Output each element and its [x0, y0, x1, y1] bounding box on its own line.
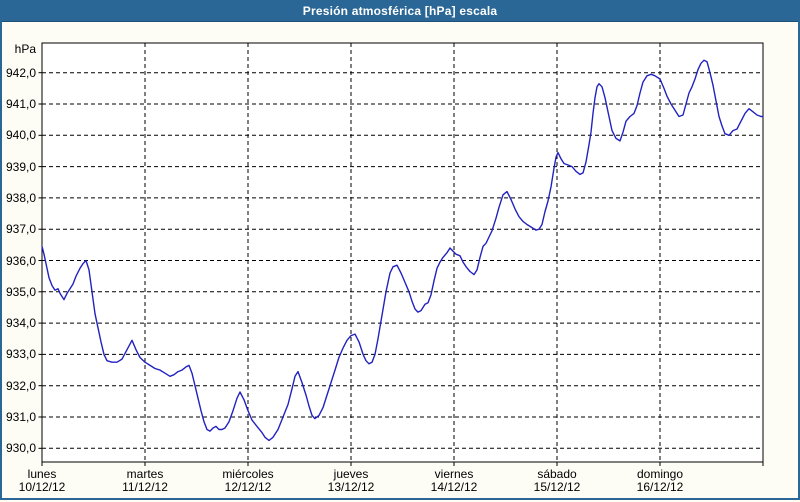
y-tick-label: 938,0	[5, 190, 36, 205]
x-axis-day-labels: lunes 10/12/12 martes 11/12/12 miércoles 12/1…	[2, 464, 800, 498]
day-name: sábado	[537, 467, 577, 481]
y-tick-label: 934,0	[5, 316, 36, 331]
day-name: miércoles	[222, 467, 274, 481]
chart-title: Presión atmosférica [hPa] escala	[302, 4, 498, 18]
y-tick-label: 933,0	[5, 347, 36, 362]
day-date: 16/12/12	[636, 480, 684, 494]
day-date: 10/12/12	[18, 480, 66, 494]
day-date: 15/12/12	[533, 480, 581, 494]
day-name: jueves	[333, 467, 369, 481]
y-tick-label: 941,0	[5, 97, 36, 111]
day-date: 14/12/12	[430, 480, 478, 494]
x-day-label: martes 11/12/12	[90, 468, 200, 494]
day-name: domingo	[636, 467, 684, 481]
x-day-label: domingo 16/12/12	[605, 468, 715, 494]
day-name: lunes	[27, 467, 57, 481]
day-date: 12/12/12	[224, 480, 272, 494]
x-day-label: jueves 13/12/12	[296, 468, 406, 494]
x-day-label: miércoles 12/12/12	[193, 468, 303, 494]
y-axis: hPa 942,0 941,0 940,0 939,0 938,0 937,0 936,0 93…	[2, 2, 36, 462]
x-day-label: lunes 10/12/12	[0, 468, 97, 494]
day-name: martes	[126, 467, 164, 481]
x-day-label: viernes 14/12/12	[399, 468, 509, 494]
y-tick-label: 935,0	[5, 284, 36, 299]
day-date: 11/12/12	[122, 480, 168, 494]
chart-title-bar: Presión atmosférica [hPa] escala	[2, 2, 798, 22]
y-tick-label: 942,0	[5, 65, 36, 80]
day-name: viernes	[434, 467, 474, 481]
y-tick-label: 940,0	[5, 128, 36, 143]
plot-area	[41, 42, 764, 463]
y-axis-unit-label: hPa	[14, 42, 36, 56]
day-date: 13/12/12	[327, 480, 375, 494]
y-tick-label: 936,0	[5, 253, 36, 268]
y-tick-label: 937,0	[5, 222, 36, 237]
y-tick-label: 939,0	[5, 159, 36, 174]
x-day-label: sábado 15/12/12	[502, 468, 612, 494]
y-tick-label: 932,0	[5, 378, 36, 393]
pressure-series-line	[41, 59, 764, 442]
y-tick-label: 930,0	[5, 441, 36, 456]
y-tick-label: 931,0	[5, 410, 36, 424]
